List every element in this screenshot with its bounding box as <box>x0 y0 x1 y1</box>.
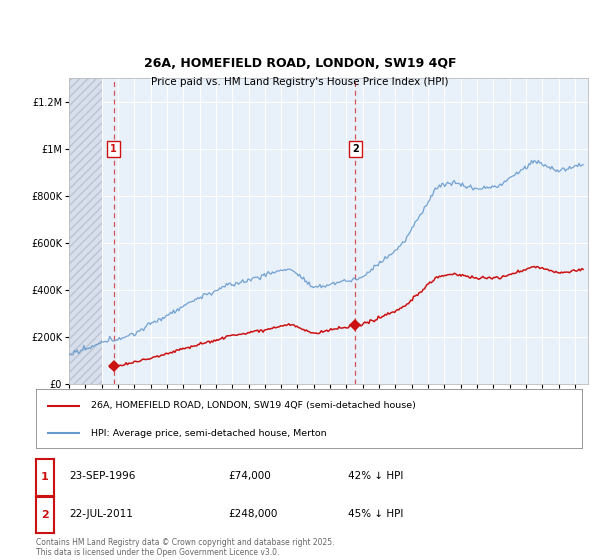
Text: 2: 2 <box>352 143 359 153</box>
Text: 42% ↓ HPI: 42% ↓ HPI <box>348 471 403 481</box>
Text: HPI: Average price, semi-detached house, Merton: HPI: Average price, semi-detached house,… <box>91 429 326 438</box>
Text: 2: 2 <box>41 510 49 520</box>
Text: £74,000: £74,000 <box>228 471 271 481</box>
Text: 1: 1 <box>41 473 49 482</box>
Text: 23-SEP-1996: 23-SEP-1996 <box>69 471 136 481</box>
Text: 22-JUL-2011: 22-JUL-2011 <box>69 508 133 519</box>
Text: 45% ↓ HPI: 45% ↓ HPI <box>348 508 403 519</box>
Text: Price paid vs. HM Land Registry's House Price Index (HPI): Price paid vs. HM Land Registry's House … <box>151 77 449 87</box>
Text: 1: 1 <box>110 143 117 153</box>
Text: Contains HM Land Registry data © Crown copyright and database right 2025.
This d: Contains HM Land Registry data © Crown c… <box>36 538 335 557</box>
Bar <box>69 78 101 384</box>
Text: £248,000: £248,000 <box>228 508 277 519</box>
Text: 26A, HOMEFIELD ROAD, LONDON, SW19 4QF: 26A, HOMEFIELD ROAD, LONDON, SW19 4QF <box>144 57 456 70</box>
Text: 26A, HOMEFIELD ROAD, LONDON, SW19 4QF (semi-detached house): 26A, HOMEFIELD ROAD, LONDON, SW19 4QF (s… <box>91 401 415 410</box>
